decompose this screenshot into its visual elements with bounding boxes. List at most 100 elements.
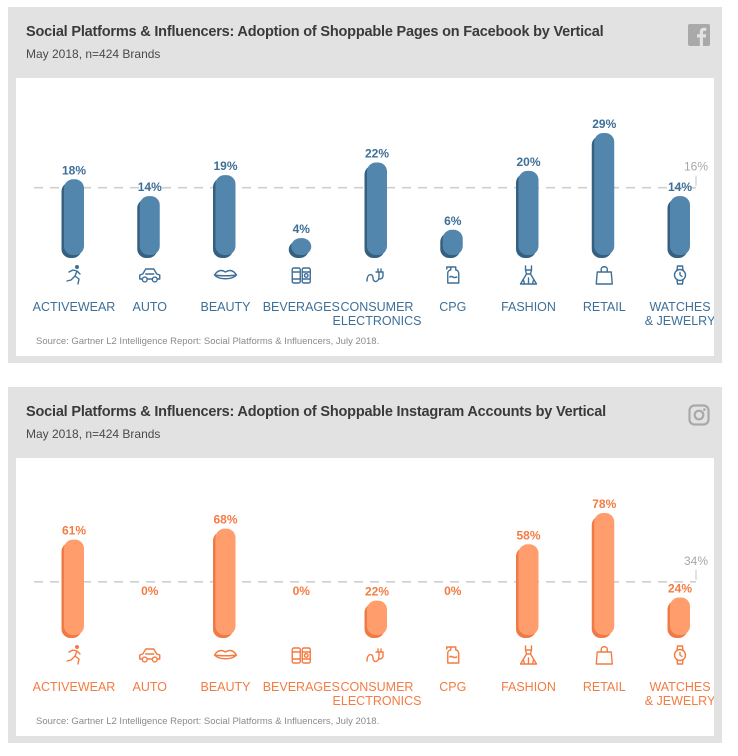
bar	[215, 175, 236, 255]
data-label: 24%	[668, 581, 692, 595]
instagram-bar-chart: 34% 61% ACTIVEWEAR 0% AUTO 68% BEAUTY 0% BEVERAG…	[33, 497, 714, 708]
bar-group: 58% FASHION	[501, 528, 556, 694]
category-label: AUTO	[133, 300, 168, 314]
wristwatch-icon	[673, 265, 687, 285]
bar	[215, 528, 236, 635]
bar	[594, 513, 615, 635]
bar-group: 24% WATCHES& JEWELRY	[645, 581, 714, 708]
bar	[670, 597, 690, 635]
bar	[594, 133, 615, 255]
data-label: 22%	[365, 146, 389, 160]
instagram-icon	[688, 404, 710, 426]
chart-card: 16% 18% ACTIVEWEAR 14% AUTO 19% BEAUTY 4% BEVERA…	[16, 78, 714, 356]
data-label: 68%	[213, 513, 237, 527]
bar-group: 19% BEAUTY	[200, 159, 251, 314]
power-plug-icon	[366, 268, 384, 283]
bar-group: 6% CPG	[439, 214, 466, 314]
cleaning-bottle-icon	[446, 266, 460, 284]
data-label: 61%	[62, 524, 86, 538]
category-label: RETAIL	[583, 300, 626, 314]
beverage-cans-icon	[291, 647, 311, 664]
lips-icon	[213, 649, 238, 660]
runner-icon	[66, 645, 81, 665]
category-label: WATCHES	[649, 300, 710, 314]
facebook-chart-panel: Social Platforms & Influencers: Adoption…	[8, 7, 722, 363]
bar	[64, 539, 84, 635]
category-label: RETAIL	[583, 680, 626, 694]
category-label: CPG	[439, 680, 466, 694]
category-label: CPG	[439, 300, 466, 314]
category-label: FASHION	[501, 680, 556, 694]
instagram-chart-panel: Social Platforms & Influencers: Adoption…	[8, 387, 722, 743]
bar-group: 61% ACTIVEWEAR	[33, 524, 116, 694]
average-label: 16%	[684, 160, 708, 174]
bar	[64, 179, 84, 255]
car-icon	[139, 648, 161, 663]
facebook-bar-chart: 16% 18% ACTIVEWEAR 14% AUTO 19% BEAUTY 4% BEVERA…	[33, 117, 714, 328]
bar-group: 4% BEVERAGES	[263, 222, 340, 314]
shopping-bag-icon	[595, 266, 613, 285]
data-label: 14%	[138, 180, 162, 194]
average-label: 34%	[684, 554, 708, 568]
data-label: 14%	[668, 180, 692, 194]
panel-subtitle: May 2018, n=424 Brands	[26, 47, 161, 61]
data-label: 18%	[62, 163, 86, 177]
lips-icon	[213, 269, 238, 280]
data-label: 0%	[444, 584, 462, 598]
category-label: BEAUTY	[200, 680, 251, 694]
bar-group: 14% WATCHES& JEWELRY	[645, 180, 714, 328]
data-label: 0%	[293, 584, 311, 598]
data-label: 20%	[516, 155, 540, 169]
dress-icon	[519, 645, 538, 665]
bar-group: 18% ACTIVEWEAR	[33, 163, 116, 314]
bar	[367, 600, 387, 635]
category-label: FASHION	[501, 300, 556, 314]
category-label: & JEWELRY	[645, 314, 714, 328]
bar-group: 0% BEVERAGES	[263, 584, 340, 694]
panel-title: Social Platforms & Influencers: Adoption…	[26, 24, 604, 40]
dress-icon	[519, 265, 538, 285]
source-note: Source: Gartner L2 Intelligence Report: …	[36, 336, 380, 347]
runner-icon	[66, 265, 81, 285]
category-label: BEVERAGES	[263, 680, 340, 694]
beverage-cans-icon	[291, 267, 311, 284]
data-label: 22%	[365, 585, 389, 599]
bar-group: 78% RETAIL	[583, 497, 626, 694]
bar-group: 0% CPG	[439, 584, 466, 694]
wristwatch-icon	[673, 645, 687, 665]
bar	[139, 196, 160, 255]
car-icon	[139, 268, 161, 283]
power-plug-icon	[366, 648, 384, 663]
bar	[518, 170, 539, 255]
data-label: 6%	[444, 214, 462, 228]
category-label: AUTO	[133, 680, 168, 694]
bar-group: 14% AUTO	[133, 180, 168, 314]
category-label: ACTIVEWEAR	[33, 680, 116, 694]
facebook-icon	[688, 24, 710, 46]
data-label: 19%	[213, 159, 237, 173]
bar-group: 20% FASHION	[501, 155, 556, 314]
category-label: WATCHES	[649, 680, 710, 694]
category-label: CONSUMER	[341, 300, 414, 314]
data-label: 29%	[592, 117, 616, 131]
panel-subtitle: May 2018, n=424 Brands	[26, 427, 161, 441]
chart-card: 34% 61% ACTIVEWEAR 0% AUTO 68% BEAUTY 0% BEVERAG…	[16, 458, 714, 736]
data-label: 78%	[592, 497, 616, 511]
data-label: 58%	[516, 528, 540, 542]
category-label: BEAUTY	[200, 300, 251, 314]
category-label: BEVERAGES	[263, 300, 340, 314]
data-label: 4%	[293, 222, 311, 236]
category-label: ELECTRONICS	[333, 314, 422, 328]
category-label: ELECTRONICS	[333, 694, 422, 708]
bar-group: 29% RETAIL	[583, 117, 626, 314]
bar	[442, 229, 463, 255]
bar-group: 0% AUTO	[133, 584, 168, 694]
cleaning-bottle-icon	[446, 646, 460, 664]
category-label: CONSUMER	[341, 680, 414, 694]
data-label: 0%	[141, 584, 159, 598]
shopping-bag-icon	[595, 646, 613, 665]
bar	[367, 162, 387, 255]
bar	[670, 196, 690, 255]
